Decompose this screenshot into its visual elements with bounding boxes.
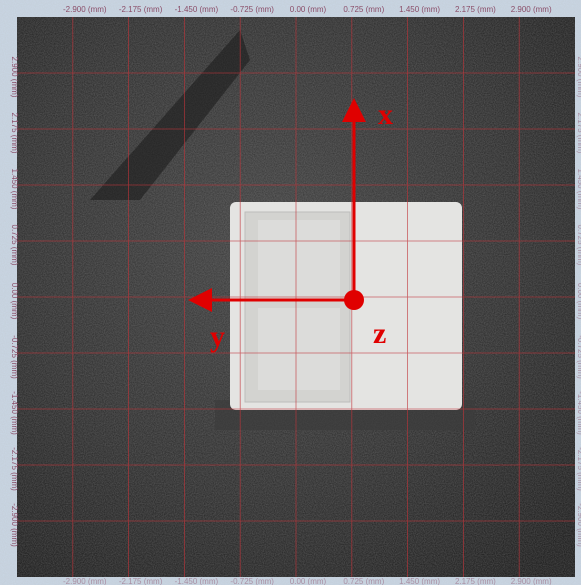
top-label: 1.450 (mm) [399, 5, 440, 14]
left-label: -2.900 (mm) [10, 503, 19, 547]
right-label: 0.00 (mm) [576, 283, 581, 320]
bottom-label: 2.175 (mm) [455, 577, 496, 585]
top-label: 2.900 (mm) [511, 5, 552, 14]
top-label: -2.900 (mm) [63, 5, 107, 14]
bottom-label: 0.00 (mm) [290, 577, 327, 585]
z-label: z [373, 317, 386, 350]
right-label: -2.900 (mm) [576, 503, 581, 547]
top-label: -1.450 (mm) [175, 5, 219, 14]
part-window [258, 220, 340, 300]
bottom-label: 2.900 (mm) [511, 577, 552, 585]
left-label: 2.175 (mm) [10, 113, 19, 154]
top-label: -2.175 (mm) [119, 5, 163, 14]
ruler-labels: -2.900 (mm) -2.900 (mm) 2.900 (mm) 2.900 (m… [10, 5, 581, 585]
bottom-label: -1.450 (mm) [175, 577, 219, 585]
bottom-label: 1.450 (mm) [399, 577, 440, 585]
right-label: -2.175 (mm) [576, 447, 581, 491]
top-label: 2.175 (mm) [455, 5, 496, 14]
bottom-label: -2.900 (mm) [63, 577, 107, 585]
left-label: 0.725 (mm) [10, 225, 19, 266]
x-label: x [378, 98, 393, 131]
top-label: -0.725 (mm) [230, 5, 274, 14]
right-label: 2.175 (mm) [576, 113, 581, 154]
right-label: 1.450 (mm) [576, 169, 581, 210]
right-label: -0.725 (mm) [576, 335, 581, 379]
left-label: 2.900 (mm) [10, 57, 19, 98]
left-label: -1.450 (mm) [10, 391, 19, 435]
top-label: 0.725 (mm) [343, 5, 384, 14]
top-label: 0.00 (mm) [290, 5, 327, 14]
left-label: 1.450 (mm) [10, 169, 19, 210]
right-label: 0.725 (mm) [576, 225, 581, 266]
shadow [90, 30, 250, 200]
origin [344, 290, 364, 310]
bottom-label: -2.175 (mm) [119, 577, 163, 585]
bottom-label: -0.725 (mm) [230, 577, 274, 585]
right-label: 2.900 (mm) [576, 57, 581, 98]
left-label: -0.725 (mm) [10, 335, 19, 379]
right-label: -1.450 (mm) [576, 391, 581, 435]
left-label: 0.00 (mm) [10, 283, 19, 320]
y-label: y [210, 320, 225, 353]
part-window [258, 308, 340, 390]
left-label: -2.175 (mm) [10, 447, 19, 491]
bottom-label: 0.725 (mm) [343, 577, 384, 585]
